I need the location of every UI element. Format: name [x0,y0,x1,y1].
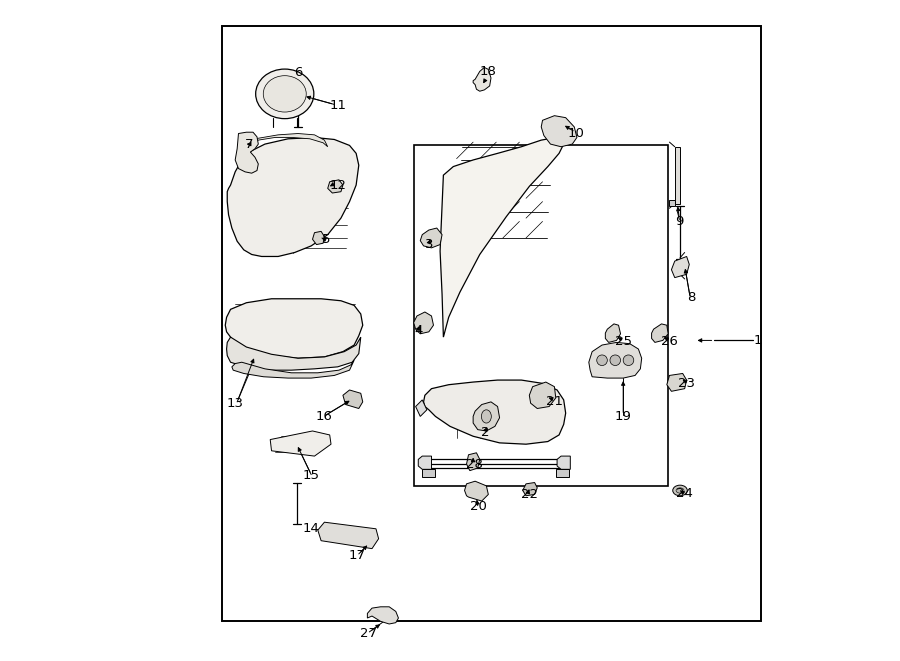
Text: 8: 8 [687,291,696,304]
Text: 21: 21 [546,395,562,408]
Circle shape [610,355,620,366]
Text: 13: 13 [227,397,244,410]
Text: 22: 22 [521,488,538,501]
Text: 11: 11 [329,99,346,112]
Text: 1: 1 [753,334,761,347]
Bar [414,145,668,486]
Polygon shape [328,180,343,193]
Text: 15: 15 [302,469,320,483]
Polygon shape [367,607,399,624]
Polygon shape [232,360,355,378]
Polygon shape [606,324,620,342]
Text: 2: 2 [481,426,490,440]
Polygon shape [652,324,668,342]
Text: 7: 7 [245,137,253,151]
Polygon shape [343,390,363,408]
Polygon shape [556,469,569,477]
Polygon shape [440,137,563,337]
Polygon shape [252,134,328,147]
Polygon shape [424,380,566,444]
Polygon shape [422,469,436,477]
Ellipse shape [482,410,491,423]
Polygon shape [473,67,491,91]
Text: 24: 24 [676,487,693,500]
Ellipse shape [673,485,688,496]
Text: 6: 6 [293,66,302,79]
Polygon shape [318,522,379,549]
Polygon shape [466,453,480,471]
Polygon shape [523,483,537,496]
Text: 5: 5 [322,233,330,247]
Text: 12: 12 [329,178,346,192]
Polygon shape [312,231,324,245]
Polygon shape [670,200,675,206]
Text: 23: 23 [678,377,695,390]
Text: 25: 25 [615,334,632,348]
Text: 19: 19 [615,410,632,423]
Polygon shape [541,116,577,147]
Polygon shape [227,337,361,370]
Polygon shape [464,481,489,501]
Text: 27: 27 [359,627,376,640]
Text: 28: 28 [466,457,483,471]
Ellipse shape [676,488,684,493]
Polygon shape [529,382,556,408]
Polygon shape [589,342,642,378]
Polygon shape [227,137,359,256]
Polygon shape [675,147,680,204]
Text: 9: 9 [675,215,684,228]
Text: 16: 16 [316,410,333,423]
Bar [222,26,760,621]
Polygon shape [671,256,689,278]
Polygon shape [418,456,431,469]
Polygon shape [270,431,331,456]
Text: 26: 26 [661,334,678,348]
Polygon shape [414,312,434,334]
Ellipse shape [264,75,306,112]
Polygon shape [473,402,500,431]
Polygon shape [557,456,571,469]
Circle shape [623,355,634,366]
Text: 20: 20 [470,500,487,514]
Polygon shape [235,132,258,173]
Polygon shape [225,299,363,358]
Text: 18: 18 [480,65,497,78]
Polygon shape [416,400,427,416]
Ellipse shape [256,69,314,119]
Polygon shape [420,228,442,248]
Circle shape [597,355,608,366]
Text: 3: 3 [425,238,433,251]
Text: 10: 10 [567,127,584,140]
Polygon shape [667,373,687,391]
Text: 17: 17 [349,549,366,562]
Text: 4: 4 [414,324,422,337]
Text: 14: 14 [302,522,320,535]
